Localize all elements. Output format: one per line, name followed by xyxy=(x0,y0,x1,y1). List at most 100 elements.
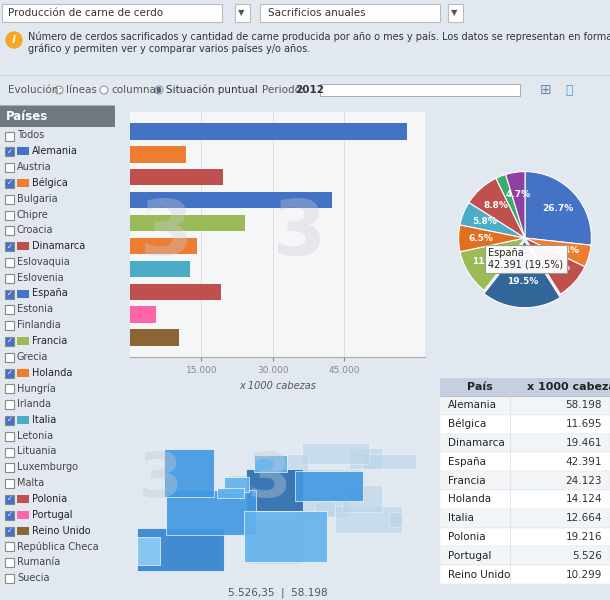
Text: Evolución:: Evolución: xyxy=(8,85,62,95)
Bar xyxy=(17,242,29,250)
Bar xyxy=(167,490,256,535)
Text: 26.7%: 26.7% xyxy=(542,204,573,213)
X-axis label: x 1000 cabezas: x 1000 cabezas xyxy=(239,380,316,391)
Text: 5.526,35  |  58.198: 5.526,35 | 58.198 xyxy=(228,588,328,599)
Text: ✓: ✓ xyxy=(7,370,12,376)
Bar xyxy=(260,4,440,22)
Bar xyxy=(2,4,222,22)
Text: ✓: ✓ xyxy=(7,418,12,424)
Bar xyxy=(5,147,14,156)
Wedge shape xyxy=(460,238,525,290)
Bar xyxy=(5,432,14,440)
Text: Eslovaquia: Eslovaquia xyxy=(17,257,70,267)
Bar xyxy=(5,400,14,409)
Text: ✓: ✓ xyxy=(7,291,12,297)
Text: Francia: Francia xyxy=(32,336,67,346)
Bar xyxy=(5,385,14,394)
Text: ⊞: ⊞ xyxy=(540,83,551,97)
Bar xyxy=(342,485,382,512)
Text: Luxemburgo: Luxemburgo xyxy=(17,462,78,472)
Text: ✓: ✓ xyxy=(7,528,12,534)
Text: Periodo:: Periodo: xyxy=(262,85,304,95)
Bar xyxy=(130,169,223,185)
Bar xyxy=(137,529,224,571)
Bar xyxy=(5,558,14,567)
Wedge shape xyxy=(525,172,592,245)
Text: 8.8%: 8.8% xyxy=(483,201,508,210)
Text: ✓: ✓ xyxy=(7,149,12,155)
Bar xyxy=(254,454,288,469)
Wedge shape xyxy=(469,178,525,238)
Bar xyxy=(5,305,14,314)
Bar xyxy=(5,574,14,583)
Text: columnas: columnas xyxy=(111,85,162,95)
Bar xyxy=(254,469,301,512)
Text: Sacrificios anuales: Sacrificios anuales xyxy=(268,8,365,18)
Bar xyxy=(440,547,610,565)
Bar xyxy=(5,289,14,298)
Text: 3   3: 3 3 xyxy=(138,450,291,510)
Bar xyxy=(17,511,29,518)
Text: Italia: Italia xyxy=(32,415,56,425)
Text: Alemania: Alemania xyxy=(448,400,497,410)
Text: Letonia: Letonia xyxy=(17,431,53,440)
Bar xyxy=(17,527,29,535)
Bar xyxy=(448,4,463,22)
Bar xyxy=(167,448,214,496)
Bar xyxy=(440,490,610,509)
Text: 11.695: 11.695 xyxy=(565,419,602,429)
Text: Alemania: Alemania xyxy=(32,146,78,156)
Bar xyxy=(5,337,14,346)
Text: 24.123: 24.123 xyxy=(565,476,602,485)
Bar xyxy=(5,542,14,551)
Text: Holanda: Holanda xyxy=(32,367,73,377)
Text: 19.461: 19.461 xyxy=(565,438,602,448)
Text: España
42.391 (19.5%): España 42.391 (19.5%) xyxy=(489,248,564,270)
Text: 10.299: 10.299 xyxy=(565,569,602,580)
Text: Malta: Malta xyxy=(17,478,44,488)
Bar xyxy=(130,123,407,140)
Text: Número de cerdos sacrificados y cantidad de carne producida por año o mes y país: Número de cerdos sacrificados y cantidad… xyxy=(28,32,610,42)
Bar xyxy=(335,506,403,533)
Text: 19.216: 19.216 xyxy=(565,532,602,542)
Text: Rumanía: Rumanía xyxy=(17,557,60,567)
Text: Suecia: Suecia xyxy=(17,573,49,583)
Text: Holanda: Holanda xyxy=(448,494,491,505)
Bar xyxy=(320,84,520,96)
Text: 5.8%: 5.8% xyxy=(472,217,497,226)
Text: Reino Unido: Reino Unido xyxy=(32,526,91,535)
Circle shape xyxy=(55,86,63,94)
Text: República Checa: República Checa xyxy=(17,541,99,551)
Bar xyxy=(440,452,610,471)
Text: 💬: 💬 xyxy=(565,83,573,97)
Bar xyxy=(5,226,14,235)
Bar xyxy=(440,378,610,396)
Bar xyxy=(5,368,14,377)
Bar xyxy=(130,146,185,163)
Text: 4.7%: 4.7% xyxy=(506,190,531,199)
Text: Bulgaria: Bulgaria xyxy=(17,194,57,203)
Bar xyxy=(5,527,14,535)
Bar xyxy=(5,258,14,267)
Text: 19.5%: 19.5% xyxy=(507,277,539,286)
Bar xyxy=(224,477,249,492)
Text: ✓: ✓ xyxy=(7,244,12,250)
Bar xyxy=(268,454,308,475)
Bar xyxy=(17,495,29,503)
Bar xyxy=(5,479,14,488)
Text: ▼: ▼ xyxy=(451,8,458,17)
Bar xyxy=(17,416,29,424)
Bar xyxy=(235,4,250,22)
Text: 11.1%: 11.1% xyxy=(472,257,503,266)
Text: Polonia: Polonia xyxy=(32,494,67,504)
Bar xyxy=(17,179,29,187)
Text: i: i xyxy=(12,35,16,45)
Text: Reino Unido: Reino Unido xyxy=(448,569,511,580)
Bar xyxy=(218,488,244,499)
Bar xyxy=(5,416,14,425)
Text: Bélgica: Bélgica xyxy=(448,419,486,430)
Text: Portugal: Portugal xyxy=(32,510,73,520)
Bar xyxy=(248,517,301,564)
Text: 5.526: 5.526 xyxy=(572,551,602,561)
Wedge shape xyxy=(525,238,585,294)
